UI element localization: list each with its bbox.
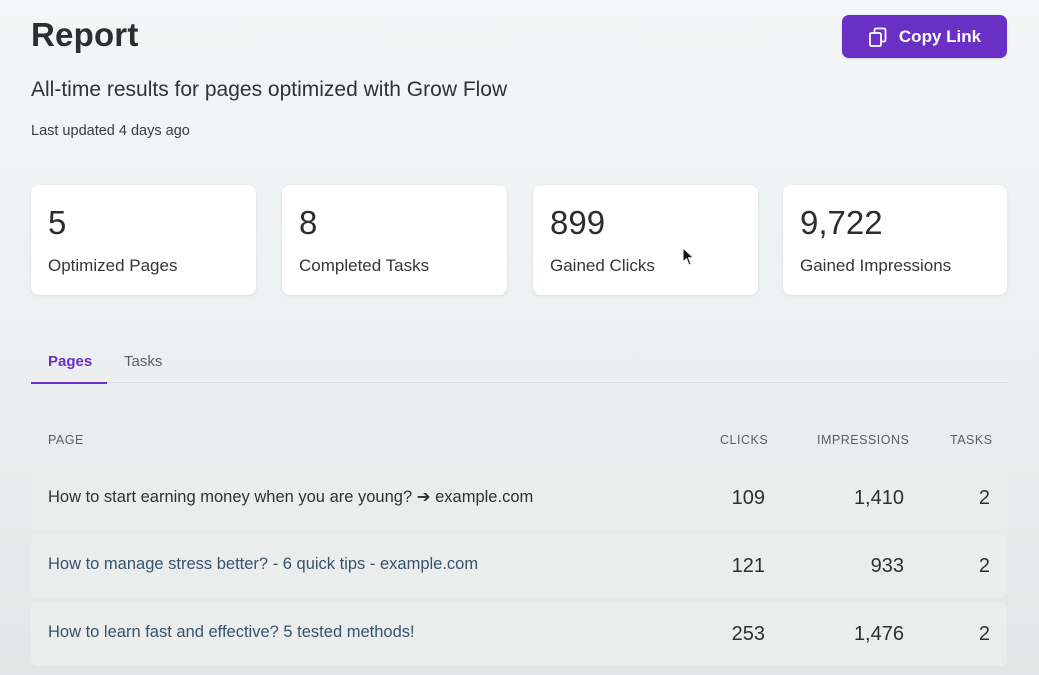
impressions-value: 933 — [870, 555, 904, 577]
stat-value: 8 — [299, 204, 318, 241]
clicks-value: 121 — [731, 555, 765, 577]
copy-link-button[interactable]: Copy Link — [842, 15, 1007, 58]
last-updated-text: Last updated 4 days ago — [31, 123, 190, 139]
stat-label: Completed Tasks — [299, 256, 430, 275]
stat-card-completed-tasks: 8 Completed Tasks — [282, 185, 507, 295]
stat-label: Gained Impressions — [800, 256, 952, 275]
tasks-value: 2 — [978, 487, 990, 509]
stat-card-gained-impressions: 9,722 Gained Impressions — [783, 185, 1007, 295]
page-link[interactable]: How to manage stress better? - 6 quick t… — [48, 555, 479, 573]
clicks-value: 109 — [731, 487, 765, 509]
tab-tasks[interactable]: Tasks — [124, 353, 163, 370]
stat-card-optimized-pages: 5 Optimized Pages — [31, 185, 256, 295]
page-title: Report — [31, 16, 139, 53]
tab-pages[interactable]: Pages — [48, 353, 93, 370]
stat-card-gained-clicks: 899 Gained Clicks — [533, 185, 758, 295]
impressions-value: 1,476 — [853, 623, 904, 645]
stat-value: 5 — [48, 204, 67, 241]
table-row[interactable]: How to learn fast and effective? 5 teste… — [31, 602, 1007, 666]
copy-icon — [868, 27, 888, 47]
mouse-cursor-icon — [682, 246, 696, 272]
report-tabs: Pages Tasks — [31, 345, 1007, 384]
page-link[interactable]: How to start earning money when you are … — [48, 488, 534, 506]
column-header-clicks: CLICKS — [720, 433, 769, 447]
impressions-value: 1,410 — [853, 487, 904, 509]
clicks-value: 253 — [731, 623, 765, 645]
copy-link-label: Copy Link — [898, 26, 982, 46]
stat-value: 899 — [550, 204, 606, 241]
column-header-impressions: IMPRESSIONS — [817, 433, 910, 447]
page-link[interactable]: How to learn fast and effective? 5 teste… — [48, 623, 415, 641]
stat-value: 9,722 — [800, 204, 883, 241]
active-tab-indicator — [31, 382, 107, 384]
stat-label: Gained Clicks — [550, 256, 655, 275]
stat-label: Optimized Pages — [48, 256, 178, 275]
column-header-tasks: TASKS — [950, 433, 993, 447]
column-header-page: PAGE — [48, 433, 84, 447]
table-row[interactable]: How to manage stress better? - 6 quick t… — [31, 534, 1007, 598]
table-row[interactable]: How to start earning money when you are … — [31, 466, 1007, 530]
tasks-value: 2 — [978, 555, 990, 577]
page-subtitle: All-time results for pages optimized wit… — [31, 78, 508, 101]
tasks-value: 2 — [978, 623, 990, 645]
